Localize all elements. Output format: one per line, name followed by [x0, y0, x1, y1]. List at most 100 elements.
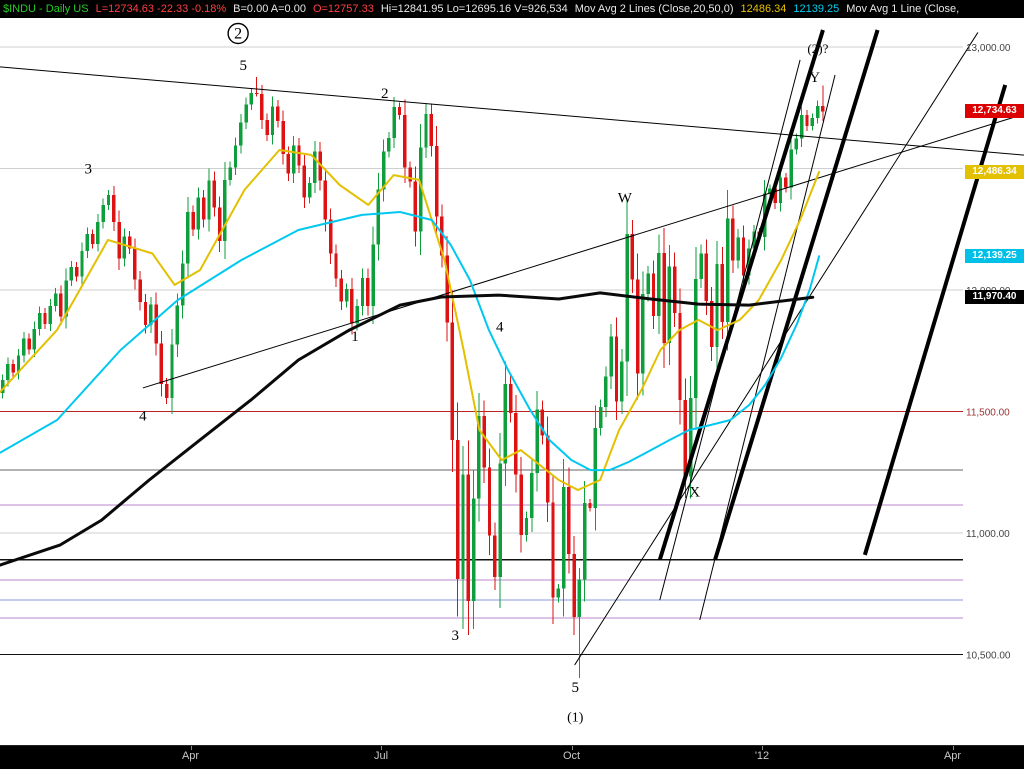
candle: [397, 102, 402, 120]
candle: [143, 293, 148, 334]
candle: [270, 96, 275, 145]
candle: [297, 137, 301, 174]
candle: [376, 173, 381, 261]
ma-line-ma50: [0, 211, 821, 472]
candle: [249, 87, 254, 110]
candle: [0, 374, 5, 399]
candle: [175, 293, 179, 357]
x-axis-tick: [762, 746, 763, 750]
ma20-value: 12486.34: [740, 3, 787, 15]
candle: [371, 226, 375, 324]
candle: [170, 328, 174, 414]
trendline[interactable]: [699, 74, 836, 621]
candle: [572, 536, 576, 635]
candle: [651, 260, 656, 330]
ma50-price-badge: 12,139.25: [965, 249, 1024, 263]
candle: [530, 459, 534, 532]
candle: [233, 137, 238, 176]
candle: [180, 250, 185, 319]
candle: [577, 567, 582, 678]
x-axis-label: Jul: [373, 750, 389, 762]
candle: [276, 100, 280, 128]
time-axis[interactable]: Apr Jul Oct '12 Apr: [0, 745, 1024, 769]
candle: [392, 96, 396, 149]
candle: [593, 405, 598, 531]
candle: [344, 283, 349, 308]
candle: [583, 481, 587, 602]
candle: [106, 190, 111, 210]
price-chart-canvas[interactable]: 13,000.0012,500.0012,000.0011,500.0011,0…: [0, 18, 1024, 745]
candle: [810, 113, 814, 131]
candle: [313, 141, 317, 194]
candle: [323, 168, 328, 232]
candle: [519, 457, 523, 553]
candle: [434, 126, 439, 237]
wave-label: 3: [85, 161, 93, 177]
candle: [27, 333, 31, 355]
x-axis-tick: [381, 746, 382, 750]
candle: [11, 359, 15, 378]
open-price: O=12757.33: [312, 3, 374, 15]
trendline[interactable]: [142, 113, 1024, 389]
candle: [768, 184, 772, 198]
candle: [339, 270, 344, 310]
candle: [799, 106, 804, 147]
candle: [122, 228, 127, 267]
candle: [186, 197, 190, 279]
candle: [699, 244, 703, 288]
candle: [614, 317, 619, 421]
candle: [450, 290, 455, 472]
x-axis-label: Oct: [562, 750, 581, 762]
y-axis-label: 10,500.00: [966, 651, 1011, 662]
bid-ask: B=0.00 A=0.00: [233, 3, 306, 15]
candle: [6, 357, 10, 387]
trendline[interactable]: [657, 29, 825, 561]
candle: [535, 390, 539, 492]
y-axis-label: 13,000.00: [966, 43, 1011, 54]
candle: [720, 247, 725, 340]
trendline[interactable]: [659, 59, 801, 601]
wave-label: 5: [239, 58, 247, 74]
candle: [736, 229, 740, 269]
trendline[interactable]: [713, 29, 880, 561]
candle: [37, 306, 42, 336]
candle: [477, 392, 481, 522]
candle: [588, 499, 592, 512]
last-quote: L=12734.63 -22.33 -0.18%: [95, 3, 227, 15]
candle: [524, 511, 529, 542]
symbol-label: $INDU - Daily US: [3, 3, 89, 15]
ma1-indicator-label: Mov Avg 1 Line (Close,: [846, 3, 960, 15]
candle: [466, 440, 471, 636]
chart-area[interactable]: 13,000.0012,500.0012,000.0011,500.0011,0…: [0, 18, 1024, 745]
candle: [456, 402, 460, 617]
candle: [514, 395, 518, 493]
trendline[interactable]: [574, 32, 979, 666]
last-price-badge: 12,734.63: [965, 104, 1024, 118]
candle: [90, 229, 95, 249]
candle: [461, 446, 465, 630]
candle: [678, 288, 682, 425]
candle: [641, 271, 645, 396]
trendline[interactable]: [0, 66, 1024, 156]
candle: [381, 139, 386, 202]
y-axis-label: 11,000.00: [966, 529, 1010, 540]
hi-lo-volume: Hi=12841.95 Lo=12695.16 V=926,534: [380, 3, 568, 15]
candle: [545, 416, 550, 522]
candle: [318, 141, 322, 191]
candle: [43, 307, 47, 330]
x-axis-label: '12: [754, 750, 770, 762]
candle: [22, 331, 26, 363]
wave-label: 2: [234, 25, 242, 42]
wave-label: Y: [809, 70, 820, 86]
ma-line-ma20: [0, 149, 821, 491]
candle: [149, 296, 153, 333]
candle: [48, 298, 52, 332]
candle: [244, 97, 248, 130]
wave-label: (1): [567, 710, 584, 725]
trendline[interactable]: [862, 84, 1008, 556]
candle: [217, 196, 222, 253]
candle: [117, 210, 121, 270]
candle: [672, 252, 677, 327]
wave-label: 2: [381, 86, 389, 102]
candle: [159, 330, 164, 397]
